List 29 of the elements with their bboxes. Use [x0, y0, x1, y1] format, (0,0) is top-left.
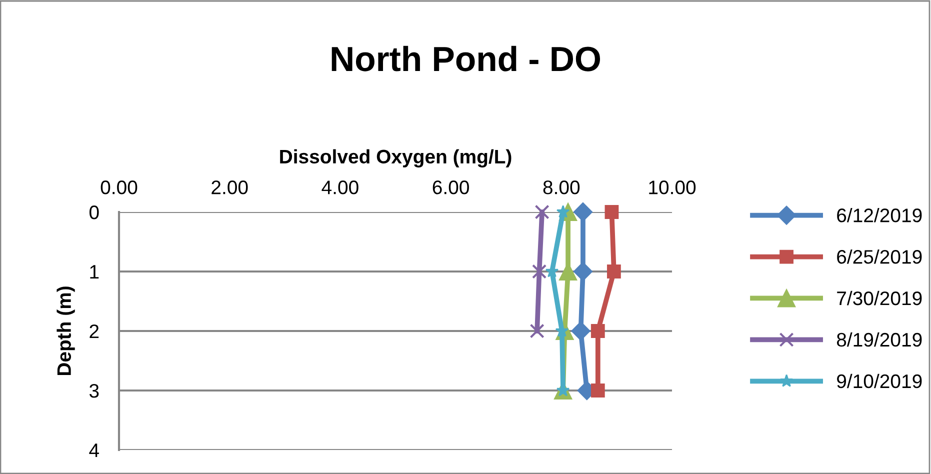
point: [534, 204, 550, 220]
point: [532, 264, 547, 279]
y-axis-title: Depth (m): [56, 286, 75, 376]
y-tick-label: 1: [90, 265, 99, 279]
point: [590, 384, 605, 398]
x-tick-label: 8.00: [543, 180, 580, 194]
point: [590, 324, 605, 338]
y-tick-label: 2: [90, 324, 99, 338]
legend-label: 6/12/2019: [837, 208, 922, 222]
legend-label: 6/25/2019: [837, 249, 922, 264]
y-tick-label: 4: [89, 444, 99, 458]
x-tick-label: 10.00: [649, 180, 696, 194]
x-tick-label: 4.00: [322, 180, 358, 194]
point: [606, 264, 621, 278]
legend-label: 7/30/2019: [837, 290, 922, 306]
legend-label: 9/10/2019: [837, 374, 922, 388]
x-tick-label: 2.00: [212, 180, 248, 194]
y-tick-label: 0: [90, 205, 99, 220]
point: [573, 202, 592, 222]
x-tick-label: 6.00: [432, 180, 469, 194]
point: [530, 324, 544, 338]
point: [573, 262, 592, 282]
legend-label: 8/19/2019: [836, 332, 922, 347]
chart-title: North Pond - DO: [332, 46, 600, 72]
x-tick-label: 0.00: [100, 180, 138, 194]
x-axis-title: Dissolved Oxygen (mg/L): [280, 149, 512, 168]
point: [604, 205, 619, 219]
point: [571, 321, 590, 341]
y-tick-label: 3: [89, 384, 99, 398]
